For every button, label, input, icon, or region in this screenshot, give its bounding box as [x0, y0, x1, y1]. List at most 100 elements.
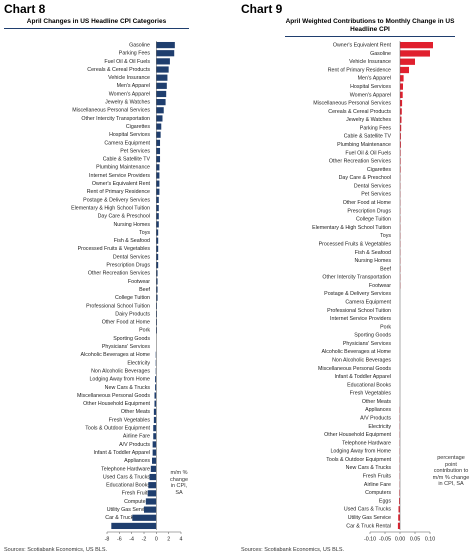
category-label: Miscellaneous Personal Goods — [77, 393, 150, 399]
bar — [400, 108, 402, 115]
category-label: Used Cars & Trucks — [103, 474, 150, 480]
category-label: A/V Products — [119, 442, 150, 448]
bar — [156, 253, 159, 261]
category-label: Elementary & High School Tuition — [71, 205, 150, 211]
category-label: Utility Gas Service — [107, 507, 150, 513]
category-label: College Tuition — [356, 217, 391, 223]
category-label: Hospital Services — [350, 84, 391, 90]
bar — [156, 156, 161, 163]
category-label: Physicians' Services — [343, 341, 391, 347]
bar — [155, 376, 157, 383]
chart-subtitle: April Weighted Contributions to Monthly … — [285, 18, 455, 37]
bar — [156, 245, 159, 252]
bar — [400, 41, 433, 49]
bar — [156, 310, 157, 318]
bar — [400, 75, 404, 82]
category-label: Beef — [139, 287, 150, 293]
bar — [156, 270, 158, 277]
x-tick-label: 0.00 — [395, 536, 405, 542]
bar — [152, 457, 157, 464]
category-label: Postage & Delivery Services — [83, 197, 150, 203]
category-label: Fish & Seafood — [355, 250, 391, 256]
category-label: Footwear — [128, 279, 150, 285]
category-label: Physicians' Services — [102, 344, 150, 350]
category-label: Pet Services — [120, 148, 150, 154]
category-label: Other Meats — [362, 399, 391, 405]
bar — [154, 400, 157, 407]
category-label: Toys — [139, 230, 150, 236]
category-label: Sporting Goods — [354, 333, 391, 339]
category-label: Fresh Vegetables — [350, 391, 392, 397]
bar — [156, 302, 157, 309]
bar — [400, 50, 430, 57]
category-label: Other Intercity Transportation — [81, 116, 150, 122]
bar — [132, 514, 157, 521]
category-label: Pork — [380, 324, 391, 330]
bar — [155, 367, 157, 375]
bar — [156, 286, 158, 293]
category-label: Computers — [365, 490, 391, 496]
bar — [156, 99, 166, 106]
bar — [153, 433, 157, 440]
bar — [149, 473, 157, 481]
bar — [156, 196, 159, 204]
category-label: Telephone Hardware — [101, 466, 150, 472]
category-label: Lodging Away from Home — [330, 449, 391, 455]
bar — [398, 514, 400, 521]
category-label: Processed Fruits & Vegetables — [319, 241, 392, 247]
category-label: Other Food at Home — [343, 200, 391, 206]
bar — [400, 133, 401, 140]
category-label: Miscellaneous Personal Goods — [318, 366, 391, 372]
bar — [156, 204, 159, 212]
category-label: Sporting Goods — [113, 336, 150, 342]
bar — [155, 359, 157, 367]
category-label: Elementary & High School Tuition — [312, 225, 391, 231]
category-label: Other Household Equipment — [83, 401, 150, 407]
bar — [400, 166, 401, 173]
bar — [156, 131, 161, 138]
bar — [400, 124, 402, 132]
bar — [156, 278, 158, 285]
category-label: Electricity — [368, 424, 391, 430]
bar — [144, 506, 157, 513]
category-label: Cable & Satellite TV — [103, 157, 151, 163]
bar — [148, 482, 157, 489]
bar — [152, 441, 157, 448]
bar — [155, 351, 157, 358]
category-label: Fresh Fruits — [122, 491, 151, 497]
category-label: Professional School Tuition — [86, 303, 150, 309]
x-tick-label: -8 — [105, 536, 110, 542]
category-label: Fuel Oil & Oil Fuels — [104, 59, 150, 65]
category-label: Day Care & Preschool — [339, 175, 391, 181]
category-label: Nursing Homes — [354, 258, 391, 264]
category-label: Tools & Outdoor Equipment — [85, 426, 150, 432]
category-label: Vehicle Insurance — [349, 59, 391, 65]
category-label: Rent of Primary Residence — [328, 67, 391, 73]
category-label: Lodging Away from Home — [89, 377, 150, 383]
bar — [156, 90, 167, 98]
category-label: Infant & Toddler Apparel — [94, 450, 150, 456]
bar — [156, 237, 159, 244]
bar — [156, 41, 175, 49]
x-tick-label: 0.05 — [410, 536, 420, 542]
category-label: Women's Apparel — [350, 92, 391, 98]
category-label: Other Food at Home — [102, 320, 150, 326]
x-tick-label: -6 — [117, 536, 122, 542]
category-label: Gasoline — [370, 51, 391, 57]
category-label: Non Alcoholic Beverages — [332, 357, 391, 363]
category-label: Beef — [380, 266, 391, 272]
category-label: Other Recreation Services — [88, 271, 150, 277]
category-label: Alcoholic Beverages at Home — [81, 352, 151, 358]
bar — [156, 139, 161, 146]
bar — [156, 294, 158, 301]
category-label: Cable & Satellite TV — [344, 134, 392, 140]
bar — [156, 147, 161, 155]
x-tick-label: -0.05 — [379, 536, 391, 542]
bar — [155, 384, 157, 391]
category-label: Women's Apparel — [109, 91, 150, 97]
x-tick-label: -4 — [129, 536, 134, 542]
category-label: Rent of Primary Residence — [87, 189, 150, 195]
category-label: Cigarettes — [126, 124, 150, 130]
